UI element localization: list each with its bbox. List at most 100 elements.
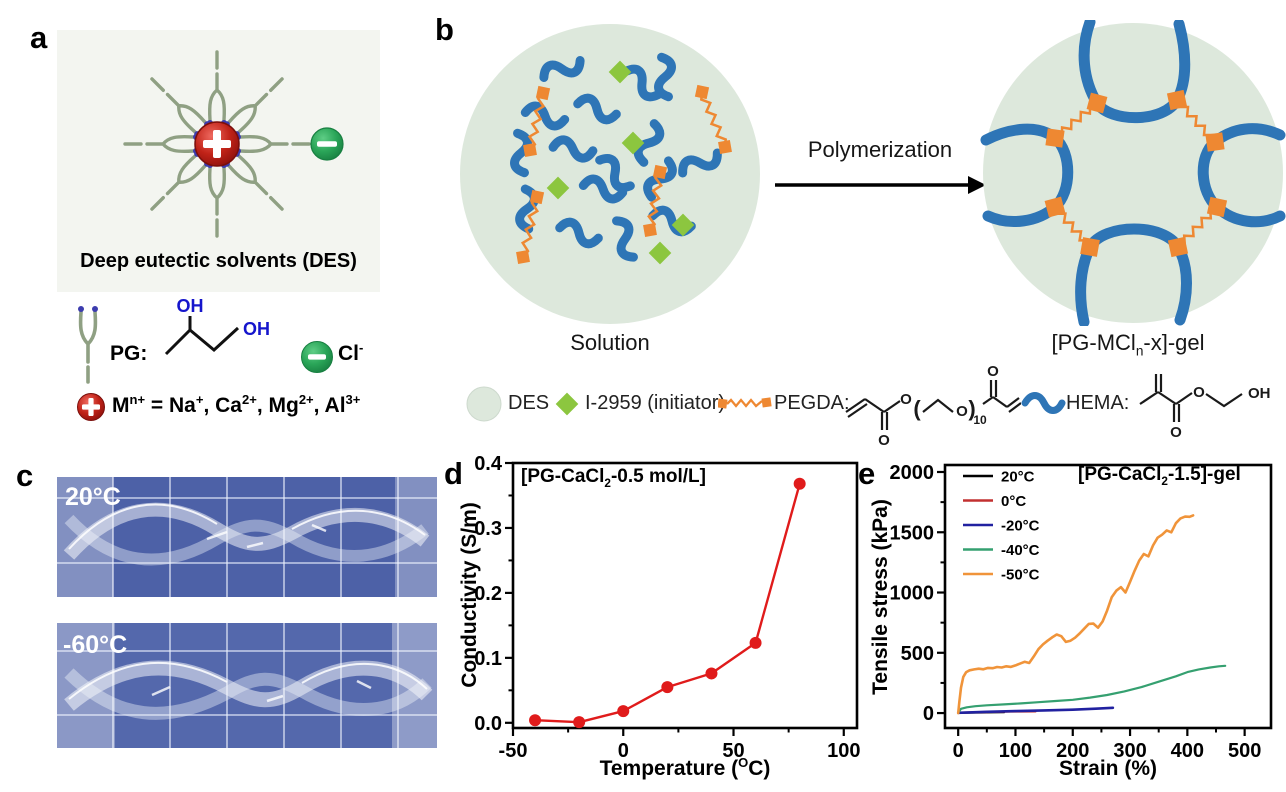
- gel-photo-20C: 20°C: [57, 477, 437, 597]
- oh-label-top: OH: [177, 298, 204, 316]
- legend-label: -40°C: [1001, 542, 1040, 559]
- y-tick-label: 2000: [890, 462, 935, 484]
- series--20°C: [956, 706, 1115, 715]
- polymer-chain: [1197, 123, 1286, 228]
- hema-monomer: [678, 148, 722, 178]
- twisted-gel-ribbon: [64, 660, 433, 711]
- y-tick-label: 1000: [890, 583, 935, 605]
- hema-monomer: [578, 174, 628, 204]
- hema-monomer: [555, 217, 603, 249]
- pegda-structure: O O ( O ) 10 O: [845, 366, 1021, 449]
- panel-label-a: a: [30, 20, 48, 55]
- twisted-gel-ribbon: [64, 514, 429, 566]
- chart-d-xlabel: Temperature (OC): [599, 755, 771, 780]
- tape-left: [57, 477, 113, 597]
- hema-monomer: [520, 101, 570, 131]
- y-tick-label: 1500: [890, 522, 935, 544]
- pegda-bracket-close: ): [968, 396, 975, 421]
- twisted-gel-ribbon: [63, 502, 430, 560]
- chart-d-ylabel: Conductivity (S/m): [458, 502, 481, 688]
- crosslink-node: [1205, 132, 1225, 152]
- tensile-stress-chart: 0 100 200 300 400 500 0 500 1000 1500 2000 20°C 0°C -…: [890, 462, 1273, 762]
- hema-monomer: [643, 156, 677, 202]
- anion-icon: [301, 341, 333, 373]
- x-tick-label: -50: [499, 740, 528, 762]
- pg-molecule: [207, 50, 227, 126]
- pegda-crosslinker: [523, 85, 551, 157]
- hema-monomer: [539, 56, 585, 82]
- crosslink-node: [1045, 128, 1065, 148]
- hema-monomer: [548, 135, 598, 163]
- plot-frame: [511, 461, 859, 730]
- solution-diagram: [460, 24, 760, 324]
- panel-label-c: c: [16, 458, 34, 493]
- pegda-o3: O: [956, 403, 968, 420]
- panel-label-e: e: [858, 456, 876, 491]
- pegda-legend-label: PEGDA:: [774, 392, 850, 414]
- reaction-arrow: [775, 176, 986, 194]
- pegda-o2: O: [900, 391, 912, 408]
- hema-monomer: [612, 216, 638, 262]
- initiator-diamond-icon: [555, 392, 579, 416]
- pg-molecule: [235, 134, 311, 154]
- data-point: [661, 681, 674, 694]
- plot-frame: [943, 463, 1273, 730]
- pegda-crosslinker: [694, 84, 732, 154]
- photo-temperature-label: 20°C: [65, 483, 121, 511]
- anion: [310, 127, 344, 161]
- gel-droplet: [983, 23, 1283, 323]
- chart-e-ylabel: Tensile stress (kPa): [869, 499, 892, 695]
- conductivity-chart: -50 0 50 100 0.0 0.1 0.2 0.3 0.4: [474, 453, 860, 762]
- pegda-crosslinker: [643, 164, 668, 237]
- legend-label: -20°C: [1001, 518, 1040, 535]
- data-point: [573, 716, 586, 729]
- tape-left: [57, 623, 115, 748]
- pegda-crosslinker: [516, 189, 545, 264]
- gel-caption: [PG-MCln-x]-gel: [1051, 330, 1205, 359]
- x-tick-label: 100: [827, 740, 860, 762]
- pegda-zigzag-icon: [718, 397, 772, 409]
- x-tick-label: 300: [1113, 740, 1146, 762]
- data-point: [793, 477, 806, 490]
- y-tick-label: 0.4: [474, 453, 503, 475]
- des-legend-label: DES: [508, 392, 550, 414]
- y-tick-label: 0.3: [474, 518, 502, 540]
- crosslink-node: [1167, 236, 1189, 258]
- pg-structure: OH OH: [164, 298, 270, 356]
- hema-monomer: [621, 64, 663, 102]
- panel-a-title: Deep eutectic solvents (DES): [80, 250, 357, 272]
- legend-label: 20°C: [1001, 469, 1035, 486]
- x-tick-label: 200: [1056, 740, 1089, 762]
- hema-structure: O O OH: [1139, 374, 1271, 441]
- crosslink-node: [1206, 196, 1228, 218]
- pegda-bracket-open: (: [913, 396, 921, 421]
- chart-e-xlabel: Strain (%): [1058, 757, 1157, 780]
- cation-center: [194, 121, 240, 167]
- chart-d-title: [PG-CaCl2-0.5 mol/L]: [521, 466, 706, 490]
- data-point: [749, 636, 762, 649]
- pg-molecule: [207, 162, 227, 238]
- twisted-gel-ribbon: [64, 668, 432, 720]
- crosslink-node: [1080, 237, 1100, 257]
- hema-monomer: [573, 93, 621, 125]
- x-tick-label: 0: [953, 740, 964, 762]
- hema-monomer: [633, 119, 665, 167]
- des-droplet: [460, 24, 760, 324]
- polymer-chain: [980, 123, 1074, 227]
- polymer-chain: [1078, 20, 1191, 124]
- ribbon-crease: [151, 679, 372, 703]
- y-tick-label: 500: [901, 643, 934, 665]
- initiator-legend-label: I-2959 (initiator): [585, 392, 726, 414]
- cation-icon: [77, 393, 105, 421]
- ribbon-highlight: [68, 503, 426, 550]
- panel-label-d: d: [444, 456, 463, 491]
- crosslink-node: [1086, 92, 1108, 114]
- panel-label-b: b: [435, 12, 454, 47]
- hema-squiggle-icon: [1021, 392, 1066, 414]
- x-tick-label: 500: [1228, 740, 1261, 762]
- series--50°C: [956, 514, 1195, 715]
- photo-temperature-label: -60°C: [63, 631, 127, 659]
- gel-photo-minus60C: -60°C: [57, 623, 437, 748]
- des-solvation-diagram: [123, 50, 344, 238]
